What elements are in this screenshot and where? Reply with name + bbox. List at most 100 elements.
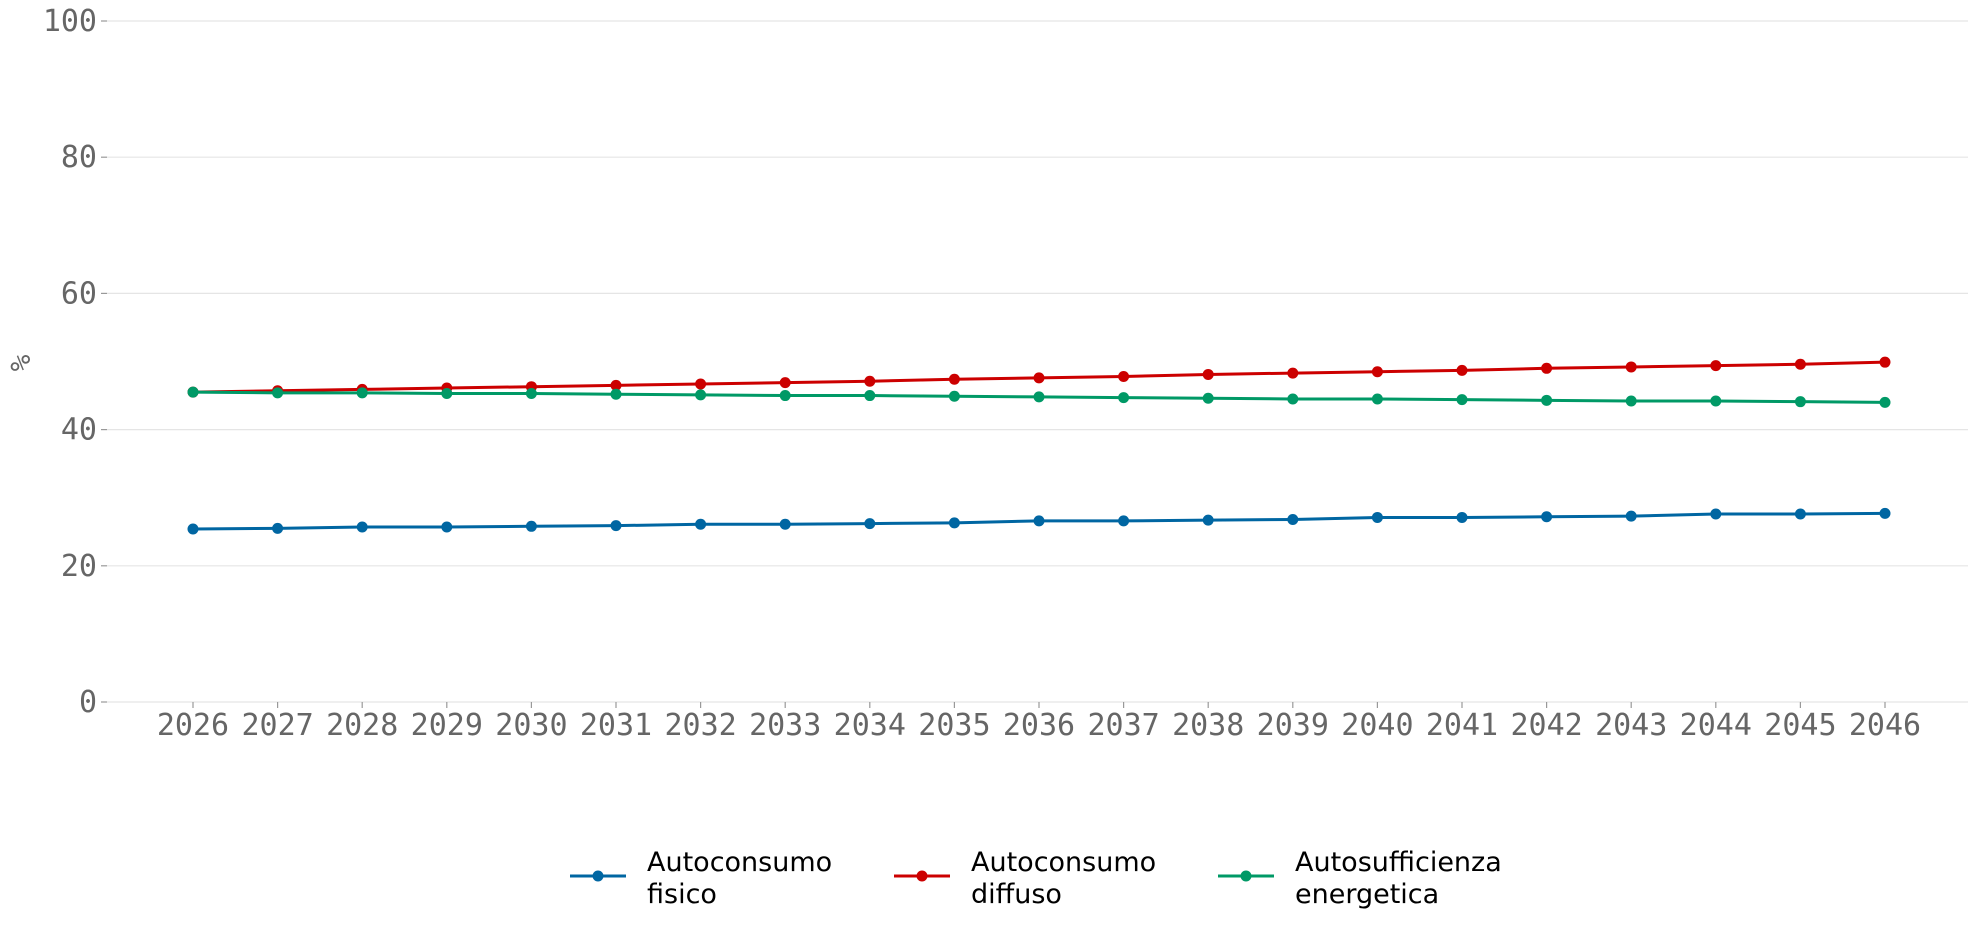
data-point xyxy=(1202,514,1214,526)
data-point xyxy=(864,390,876,402)
x-tick-label: 2033 xyxy=(749,708,821,743)
data-point xyxy=(695,389,707,401)
legend-marker xyxy=(1240,870,1252,882)
data-point xyxy=(1118,515,1130,527)
legend-label: Autoconsumo xyxy=(971,847,1156,878)
y-tick-label: 100 xyxy=(43,4,97,39)
data-point xyxy=(525,520,537,532)
x-tick-label: 2028 xyxy=(326,708,398,743)
data-point xyxy=(1710,508,1722,520)
data-point xyxy=(1625,510,1637,522)
x-tick-label: 2042 xyxy=(1510,708,1582,743)
data-point xyxy=(1710,360,1722,372)
data-point xyxy=(1879,356,1891,368)
series-line xyxy=(187,507,1891,535)
data-point xyxy=(864,518,876,530)
data-point xyxy=(1456,394,1468,406)
data-point xyxy=(1541,394,1553,406)
data-point xyxy=(610,388,622,400)
y-tick-label: 80 xyxy=(61,140,97,175)
data-point xyxy=(779,390,791,402)
data-point xyxy=(695,378,707,390)
x-tick-label: 2045 xyxy=(1764,708,1836,743)
data-point xyxy=(272,522,284,534)
data-point xyxy=(1879,507,1891,519)
legend-marker xyxy=(592,870,604,882)
data-point xyxy=(1456,364,1468,376)
data-point xyxy=(948,517,960,529)
x-axis: 2026 2027 2028 2029 2030 2031 2032 2033 2034 2035… xyxy=(157,702,1921,743)
data-point xyxy=(525,388,537,400)
y-axis: 0 20 40 60 80 100 xyxy=(43,4,107,720)
data-point xyxy=(272,387,284,399)
data-point xyxy=(1541,511,1553,523)
y-axis-title: % xyxy=(4,354,37,371)
x-tick-label: 2035 xyxy=(918,708,990,743)
data-point xyxy=(1118,370,1130,382)
data-point xyxy=(187,523,199,535)
x-tick-label: 2034 xyxy=(834,708,906,743)
data-point xyxy=(1794,358,1806,370)
data-point xyxy=(610,379,622,391)
data-point xyxy=(1033,391,1045,403)
legend-label: energetica xyxy=(1295,879,1439,910)
y-tick-label: 60 xyxy=(61,276,97,311)
data-point xyxy=(356,387,368,399)
x-tick-label: 2036 xyxy=(1003,708,1075,743)
x-tick-label: 2044 xyxy=(1680,708,1752,743)
data-point xyxy=(1371,511,1383,523)
data-point xyxy=(1456,511,1468,523)
x-tick-label: 2031 xyxy=(580,708,652,743)
gridlines xyxy=(107,20,1968,703)
data-point xyxy=(187,386,199,398)
legend-label: Autosufficienza xyxy=(1295,847,1502,878)
legend[interactable]: AutoconsumofisicoAutoconsumodiffusoAutos… xyxy=(570,847,1502,910)
data-point xyxy=(1287,513,1299,525)
data-point xyxy=(356,521,368,533)
data-point xyxy=(864,375,876,387)
x-tick-label: 2026 xyxy=(157,708,229,743)
series-line xyxy=(187,386,1891,408)
x-tick-label: 2038 xyxy=(1172,708,1244,743)
y-tick-label: 40 xyxy=(61,413,97,448)
x-tick-label: 2027 xyxy=(241,708,313,743)
x-tick-label: 2041 xyxy=(1426,708,1498,743)
data-point xyxy=(948,390,960,402)
data-point xyxy=(1625,395,1637,407)
legend-label: fisico xyxy=(647,879,717,910)
data-point xyxy=(1710,395,1722,407)
data-point xyxy=(695,518,707,530)
data-point xyxy=(948,373,960,385)
data-point xyxy=(1625,361,1637,373)
data-point xyxy=(1794,508,1806,520)
data-point xyxy=(1202,392,1214,404)
x-tick-label: 2030 xyxy=(495,708,567,743)
x-tick-label: 2037 xyxy=(1087,708,1159,743)
data-point xyxy=(1118,392,1130,404)
y-tick-label: 0 xyxy=(79,685,97,720)
data-point xyxy=(1033,372,1045,384)
legend-label: diffuso xyxy=(971,879,1062,910)
legend-marker xyxy=(916,870,928,882)
legend-label: Autoconsumo xyxy=(647,847,832,878)
data-point xyxy=(1287,367,1299,379)
data-point xyxy=(1287,393,1299,405)
data-point xyxy=(441,521,453,533)
data-point xyxy=(779,518,791,530)
y-tick-label: 20 xyxy=(61,549,97,584)
data-point xyxy=(610,520,622,532)
data-point xyxy=(779,377,791,389)
data-point xyxy=(1879,396,1891,408)
data-point xyxy=(1371,393,1383,405)
data-point xyxy=(1202,368,1214,380)
x-tick-label: 2040 xyxy=(1341,708,1413,743)
data-point xyxy=(1794,396,1806,408)
data-point xyxy=(1033,515,1045,527)
data-point xyxy=(1541,362,1553,374)
x-tick-label: 2043 xyxy=(1595,708,1667,743)
x-tick-label: 2039 xyxy=(1257,708,1329,743)
